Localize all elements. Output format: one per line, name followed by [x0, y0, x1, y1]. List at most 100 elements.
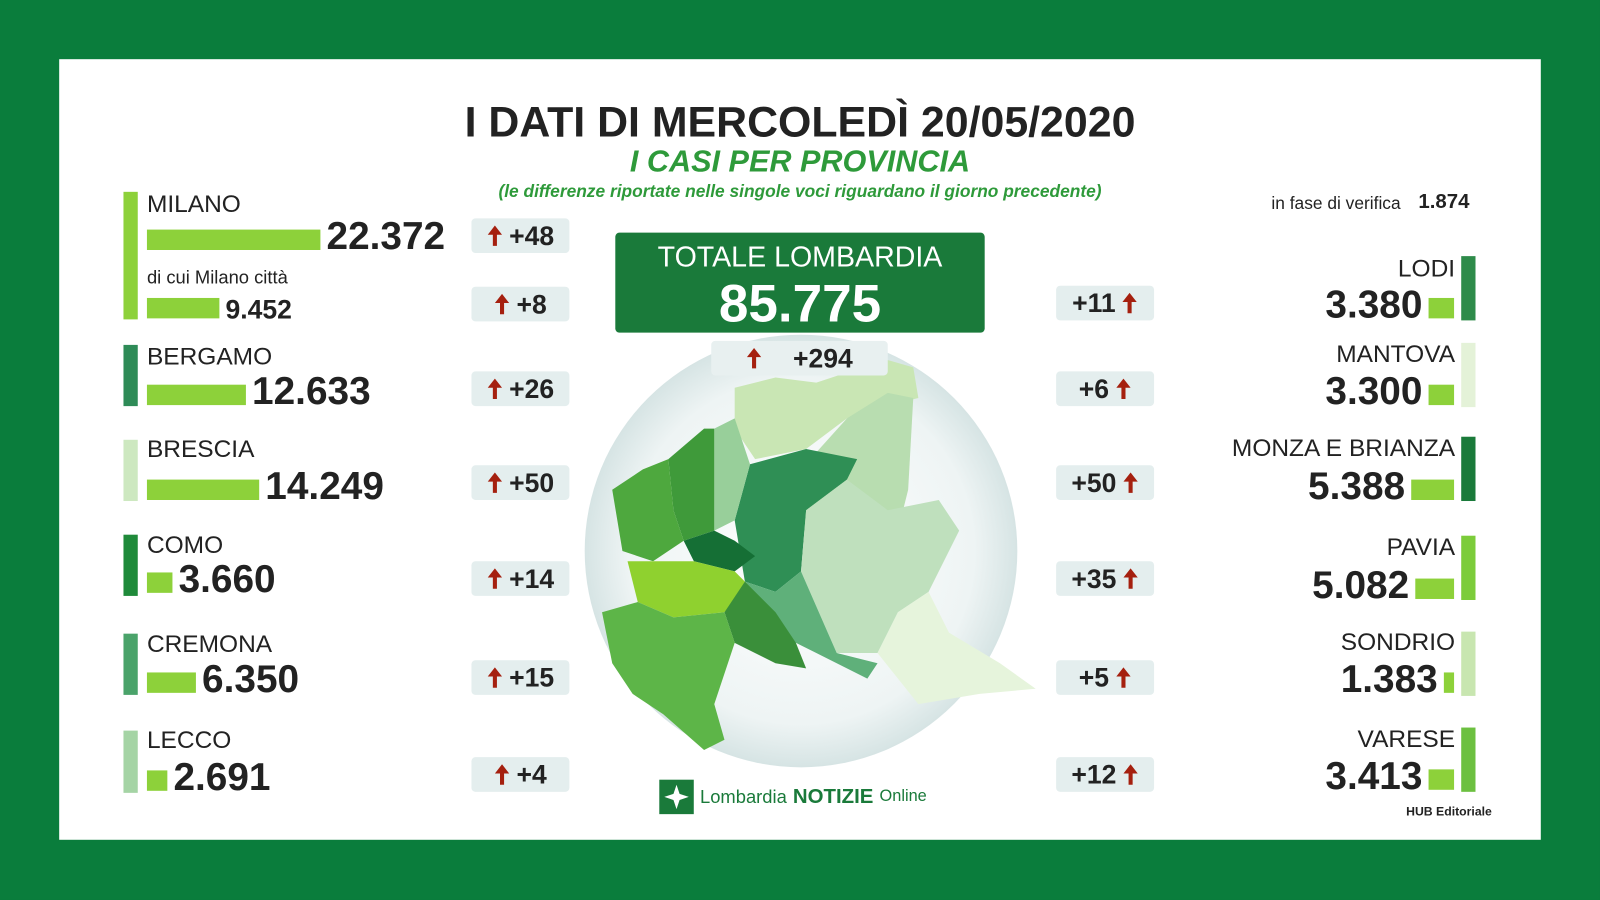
- case-bar: [1411, 479, 1455, 500]
- change-box: +26: [471, 371, 570, 407]
- pending-label: in fase di verifica: [1271, 193, 1401, 214]
- change-box: +11: [1056, 285, 1155, 321]
- change-box: +35: [1056, 561, 1155, 596]
- arrow-icon: [495, 764, 510, 785]
- case-bar: [1428, 769, 1455, 790]
- province-cases: 5.082: [1312, 564, 1410, 608]
- province-cases: 3.380: [1325, 283, 1423, 327]
- case-bar: [146, 479, 260, 500]
- change-box: +5: [1056, 660, 1155, 695]
- province-stripe: [1461, 727, 1476, 792]
- change-value: +15: [509, 661, 555, 693]
- arrow-icon: [1116, 667, 1131, 688]
- case-bar: [1428, 297, 1455, 319]
- arrow-icon: [1123, 472, 1138, 493]
- province-cases: 5.388: [1308, 465, 1406, 509]
- province-name: LECCO: [146, 726, 232, 755]
- change-value: +14: [509, 562, 555, 594]
- arrow-icon: [495, 293, 510, 315]
- case-bar: [1443, 672, 1455, 693]
- province-cases: 22.372: [326, 215, 446, 259]
- subtitle: I CASI PER PROVINCIA: [629, 144, 971, 179]
- total-change-box: +294: [711, 340, 888, 376]
- credit: HUB Editoriale: [1406, 804, 1492, 819]
- change-value: +11: [1072, 287, 1116, 318]
- province-stripe: [123, 191, 138, 320]
- province-stripe: [123, 439, 138, 502]
- total-label: TOTALE LOMBARDIA: [657, 240, 943, 273]
- arrow-icon: [487, 225, 502, 246]
- change-box: +50: [471, 465, 570, 500]
- case-bar: [1415, 578, 1455, 599]
- province-name: MILANO: [146, 190, 241, 219]
- province-cases: 14.249: [265, 465, 384, 509]
- change-box: +8: [471, 286, 570, 322]
- province-name: CREMONA: [146, 630, 273, 659]
- change-value: +50: [509, 466, 555, 498]
- case-bar: [146, 770, 168, 791]
- change-value: +26: [509, 372, 555, 404]
- change-box: +4: [471, 757, 570, 792]
- logo-text: Lombardia: [699, 786, 787, 807]
- province-cases: 6.350: [202, 658, 300, 702]
- province-name: BERGAMO: [146, 342, 273, 371]
- case-bar: [146, 572, 173, 593]
- province-stripe: [1461, 631, 1476, 696]
- province-name: MONZA E BRIANZA: [1231, 434, 1456, 463]
- logo-text: NOTIZIE: [792, 785, 874, 808]
- province-stripe: [1461, 342, 1476, 408]
- sub-cases: 9.452: [225, 293, 292, 325]
- case-bar: [146, 297, 220, 319]
- logo: Lombardia NOTIZIE Online: [659, 779, 927, 815]
- province-name: SONDRIO: [1340, 628, 1456, 657]
- province-stripe: [123, 344, 138, 407]
- arrow-icon: [1116, 378, 1131, 399]
- province-stripe: [123, 534, 138, 596]
- arrow-icon: [487, 568, 502, 589]
- province-cases: 2.691: [173, 756, 271, 799]
- total-box: TOTALE LOMBARDIA 85.775: [615, 232, 985, 334]
- change-value: +5: [1078, 661, 1109, 693]
- total-change: +294: [793, 342, 853, 373]
- pending-value: 1.874: [1418, 190, 1470, 214]
- change-value: +12: [1071, 758, 1117, 790]
- change-value: +50: [1071, 466, 1117, 498]
- province-cases: 12.633: [252, 370, 371, 414]
- change-box: +15: [471, 660, 570, 695]
- province-name: MANTOVA: [1336, 340, 1456, 369]
- total-value: 85.775: [718, 274, 882, 334]
- province-cases: 1.383: [1340, 658, 1438, 702]
- province-cases: 3.300: [1325, 370, 1423, 414]
- arrow-icon: [747, 347, 762, 369]
- province-stripe: [1461, 436, 1476, 502]
- change-box: +50: [1056, 465, 1155, 500]
- province-name: PAVIA: [1386, 533, 1456, 562]
- change-value: +6: [1078, 372, 1109, 404]
- arrow-icon: [1123, 764, 1138, 785]
- province-name: COMO: [146, 531, 224, 560]
- province-cases: 3.413: [1325, 755, 1423, 798]
- province-stripe: [1461, 256, 1476, 321]
- change-box: +48: [471, 218, 570, 254]
- logo-text: Online: [879, 787, 927, 806]
- arrow-icon: [487, 472, 502, 493]
- change-value: +48: [509, 219, 555, 251]
- case-bar: [146, 229, 321, 250]
- sub-label: di cui Milano città: [146, 267, 288, 288]
- province-name: VARESE: [1357, 725, 1456, 754]
- case-bar: [146, 672, 196, 693]
- note: (le differenze riportate nelle singole v…: [498, 181, 1102, 202]
- case-bar: [1428, 384, 1455, 406]
- province-cases: 3.660: [178, 558, 276, 602]
- province-stripe: [123, 730, 138, 793]
- province-stripe: [123, 633, 138, 695]
- change-value: +35: [1071, 562, 1117, 594]
- change-box: +14: [471, 561, 570, 596]
- change-box: +6: [1056, 371, 1155, 407]
- change-box: +12: [1056, 757, 1155, 792]
- change-value: +4: [516, 758, 547, 790]
- case-bar: [146, 384, 246, 406]
- arrow-icon: [487, 378, 502, 399]
